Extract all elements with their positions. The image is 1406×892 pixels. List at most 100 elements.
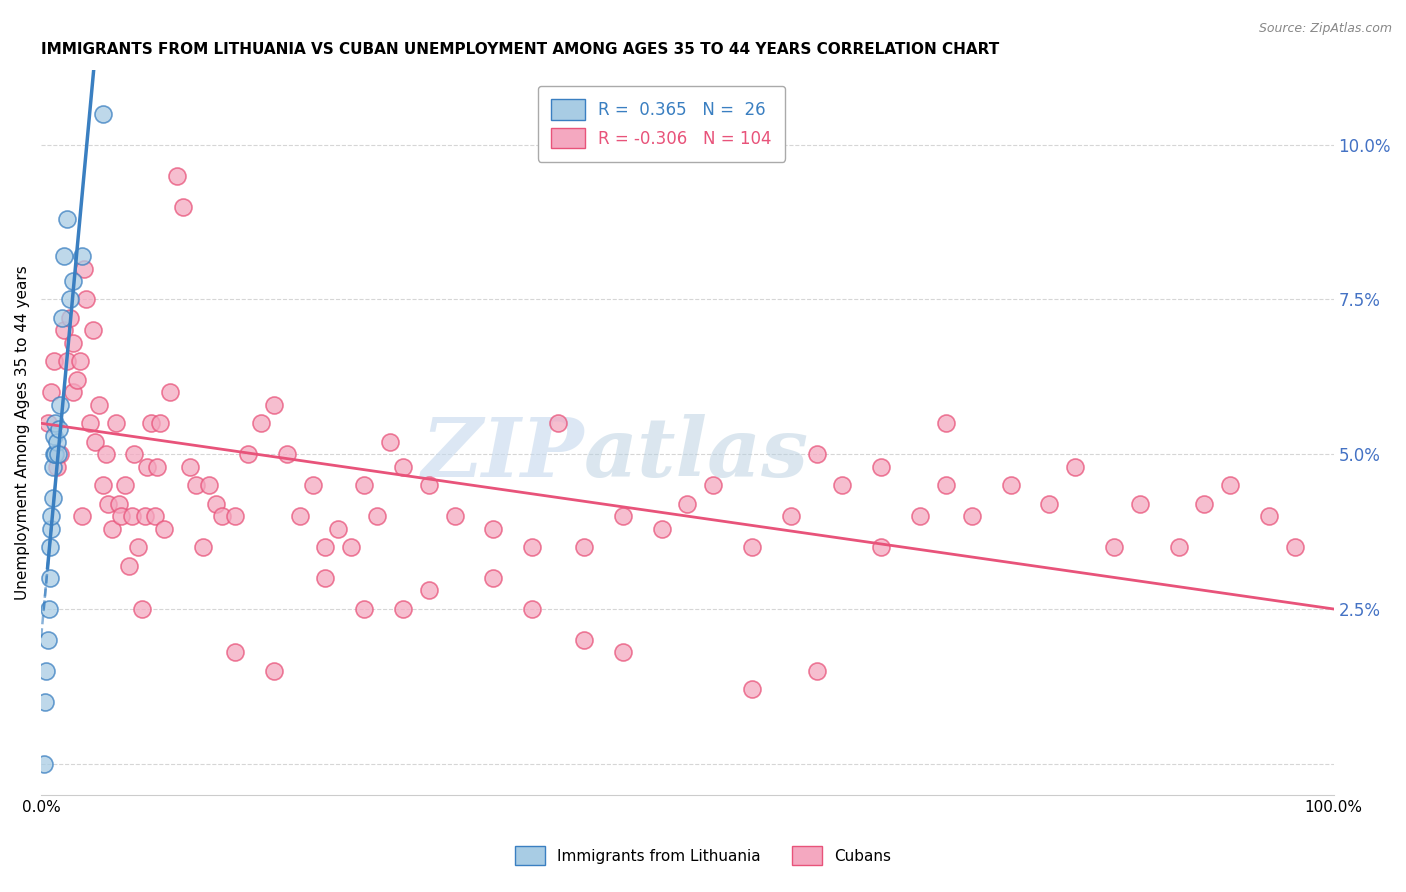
Point xyxy=(1258,509,1281,524)
Text: atlas: atlas xyxy=(583,414,808,494)
Point xyxy=(779,509,801,524)
Point xyxy=(44,417,66,431)
Point xyxy=(159,385,181,400)
Point xyxy=(79,417,101,431)
Point xyxy=(127,540,149,554)
Point xyxy=(211,509,233,524)
Point xyxy=(392,602,415,616)
Point xyxy=(75,293,97,307)
Point xyxy=(572,540,595,554)
Point xyxy=(143,509,166,524)
Point xyxy=(263,664,285,678)
Point xyxy=(58,293,80,307)
Point xyxy=(53,249,76,263)
Point xyxy=(62,274,84,288)
Point xyxy=(46,447,69,461)
Y-axis label: Unemployment Among Ages 35 to 44 years: Unemployment Among Ages 35 to 44 years xyxy=(15,265,30,600)
Point xyxy=(45,434,67,449)
Point xyxy=(612,509,634,524)
Point xyxy=(1064,459,1087,474)
Point xyxy=(42,459,65,474)
Point xyxy=(314,540,336,554)
Point xyxy=(443,509,465,524)
Point xyxy=(134,509,156,524)
Text: IMMIGRANTS FROM LITHUANIA VS CUBAN UNEMPLOYMENT AMONG AGES 35 TO 44 YEARS CORREL: IMMIGRANTS FROM LITHUANIA VS CUBAN UNEMP… xyxy=(41,42,1000,57)
Point xyxy=(236,447,259,461)
Point xyxy=(1038,497,1060,511)
Point xyxy=(204,497,226,511)
Point xyxy=(97,497,120,511)
Point xyxy=(89,398,111,412)
Point xyxy=(676,497,699,511)
Point xyxy=(572,632,595,647)
Point xyxy=(110,509,132,524)
Point xyxy=(166,169,188,183)
Point xyxy=(122,447,145,461)
Point xyxy=(702,478,724,492)
Point xyxy=(651,522,673,536)
Point xyxy=(114,478,136,492)
Point xyxy=(101,522,124,536)
Point xyxy=(32,756,55,771)
Point xyxy=(72,509,94,524)
Point xyxy=(42,354,65,368)
Point xyxy=(482,571,505,585)
Point xyxy=(353,478,375,492)
Point xyxy=(41,522,63,536)
Point xyxy=(908,509,931,524)
Point xyxy=(35,664,58,678)
Point xyxy=(84,434,107,449)
Point xyxy=(37,417,59,431)
Point xyxy=(44,447,66,461)
Point xyxy=(418,478,440,492)
Point xyxy=(806,664,828,678)
Point xyxy=(198,478,221,492)
Point xyxy=(49,447,72,461)
Point xyxy=(1167,540,1189,554)
Point xyxy=(250,417,273,431)
Point xyxy=(38,602,60,616)
Point xyxy=(91,107,114,121)
Point xyxy=(366,509,388,524)
Text: ZIP: ZIP xyxy=(422,414,583,494)
Point xyxy=(121,509,143,524)
Point xyxy=(179,459,201,474)
Point xyxy=(149,417,172,431)
Point xyxy=(806,447,828,461)
Point xyxy=(139,417,162,431)
Point xyxy=(45,459,67,474)
Legend: Immigrants from Lithuania, Cubans: Immigrants from Lithuania, Cubans xyxy=(509,840,897,871)
Point xyxy=(58,311,80,326)
Point xyxy=(870,540,893,554)
Point xyxy=(73,261,96,276)
Point xyxy=(1000,478,1022,492)
Point xyxy=(186,478,208,492)
Point xyxy=(136,459,159,474)
Point xyxy=(62,335,84,350)
Point xyxy=(612,645,634,659)
Point xyxy=(482,522,505,536)
Point xyxy=(69,354,91,368)
Point xyxy=(118,558,141,573)
Point xyxy=(392,459,415,474)
Point xyxy=(39,571,62,585)
Point xyxy=(418,583,440,598)
Point xyxy=(62,385,84,400)
Point xyxy=(131,602,153,616)
Point xyxy=(935,478,957,492)
Point xyxy=(66,373,89,387)
Point xyxy=(172,200,194,214)
Point xyxy=(49,398,72,412)
Point xyxy=(94,447,117,461)
Point xyxy=(41,509,63,524)
Point xyxy=(741,540,763,554)
Point xyxy=(870,459,893,474)
Point xyxy=(56,212,79,227)
Point xyxy=(328,522,350,536)
Point xyxy=(34,695,56,709)
Point xyxy=(56,354,79,368)
Point xyxy=(153,522,176,536)
Point xyxy=(1284,540,1306,554)
Legend: R =  0.365   N =  26, R = -0.306   N = 104: R = 0.365 N = 26, R = -0.306 N = 104 xyxy=(538,86,785,161)
Point xyxy=(48,422,70,436)
